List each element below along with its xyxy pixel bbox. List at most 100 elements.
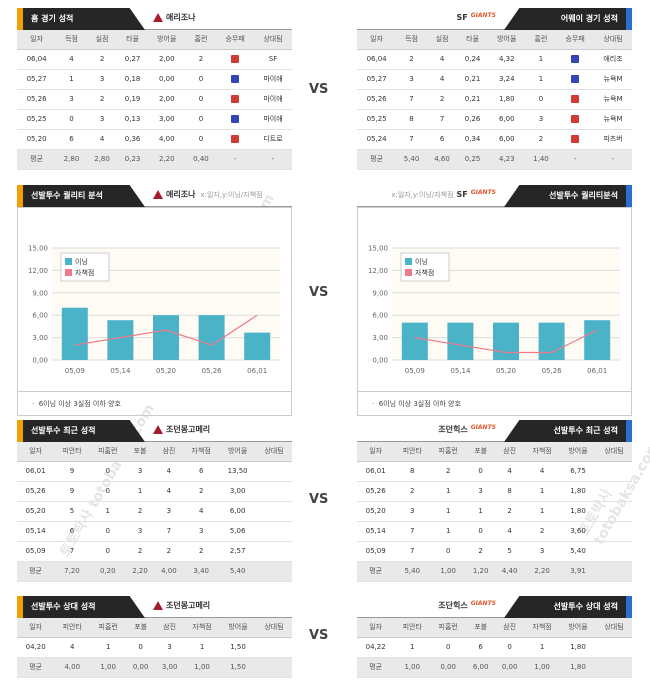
y-tick-label: 12,00	[28, 267, 48, 275]
column-header: 자책점	[524, 618, 561, 638]
column-header: 홈런	[525, 30, 557, 50]
table-row: 05,27 3 4 0,21 3,24 1 뉴욕M	[357, 69, 632, 90]
table-cell: 3	[396, 69, 427, 90]
table-cell: 1	[430, 521, 467, 542]
table-cell	[556, 129, 595, 150]
table-cell: 4	[183, 501, 220, 522]
loss-badge-icon	[231, 115, 240, 123]
average-cell: 5,40	[219, 561, 257, 582]
table-cell: 3,24	[487, 69, 526, 90]
y-tick-label: 0,00	[372, 357, 388, 365]
table-cell: 6	[426, 129, 458, 150]
table-cell: 0,21	[457, 89, 488, 110]
table-cell: 2	[185, 49, 217, 70]
table-cell: 5	[495, 541, 525, 562]
legend-label-innings: 이닝	[415, 257, 428, 266]
table-cell: 뉴욕M	[594, 69, 632, 90]
table-row: 05,20 6 4 0,36 4,00 0 디트로	[17, 129, 292, 150]
section-label: 선발투수 최근 성적	[504, 420, 632, 442]
column-header: 상대팀	[595, 442, 632, 462]
vs-label: VS	[309, 628, 329, 643]
average-row: 평균 5,40 4,60 0,25 4,23 1,40- -	[357, 149, 632, 170]
average-cell: 2,20	[125, 561, 155, 582]
table-cell: 4	[86, 129, 118, 150]
table-cell	[556, 49, 595, 70]
table-cell: 마이애	[254, 89, 292, 110]
average-cell: -	[216, 149, 255, 170]
column-header: 피홈런	[430, 618, 467, 638]
table-cell	[595, 521, 632, 542]
section-label: 홈 경기 성적	[17, 8, 145, 30]
column-header: 상대팀	[595, 618, 632, 638]
table-cell: 4	[56, 49, 87, 70]
table-cell: 뉴욕M	[594, 89, 632, 110]
table-cell	[556, 89, 595, 110]
x-tick-label: 05,26	[542, 367, 563, 375]
table-cell: 4	[524, 461, 561, 482]
table-cell: 0	[466, 461, 496, 482]
table-cell: 2	[125, 501, 155, 522]
average-cell: 평균	[17, 561, 55, 582]
x-tick-label: 06,01	[247, 367, 267, 375]
y-tick-label: 15,00	[28, 245, 48, 253]
average-cell: 2,20	[524, 561, 561, 582]
table-row: 05,27 1 3 0,18 0,00 0 마이애	[17, 69, 292, 90]
table-cell: 6	[183, 461, 220, 482]
section-label: 선발투수 퀄리티 분석	[17, 185, 145, 207]
table-cell: 3	[154, 501, 184, 522]
legend-label-innings: 이닝	[75, 257, 88, 266]
win-badge-icon	[571, 115, 580, 123]
table-cell: 뉴욕M	[594, 109, 632, 130]
win-badge-icon	[571, 135, 580, 143]
table-cell: 1,80	[560, 501, 596, 522]
table-cell: 피츠버	[594, 129, 632, 150]
table-cell	[216, 129, 255, 150]
average-row: 평균 5,40 1,00 1,20 4,40 2,20 3,91	[357, 561, 632, 582]
average-cell: 4,00	[154, 561, 184, 582]
column-header: 일자	[17, 618, 55, 638]
table-row: 04,22 1 0 6 0 1 1,80	[357, 637, 632, 658]
table-cell: 2	[426, 89, 458, 110]
team-logo-icon: GIANTS	[470, 600, 496, 607]
table-cell: 6	[54, 521, 90, 542]
chart-note: · 6이닝 이상 3실점 이하 양호	[17, 392, 292, 416]
table-cell: 0,00	[147, 69, 186, 90]
table-cell: 애리조	[594, 49, 632, 70]
legend-label-earned-runs: 자책점	[415, 268, 434, 277]
column-header: 포볼	[466, 442, 496, 462]
table-cell: 3	[56, 89, 87, 110]
section-label: 선발투수 상대 성적	[17, 596, 145, 618]
table-row: 05,25 8 7 0,26 6,00 3 뉴욕M	[357, 109, 632, 130]
column-header: 자책점	[184, 618, 221, 638]
table-cell: 1	[89, 501, 126, 522]
table-cell: 05,26	[17, 89, 57, 110]
table-cell: 7	[396, 89, 427, 110]
table-cell: 5	[54, 501, 90, 522]
x-tick-label: 05,20	[156, 367, 176, 375]
chart-note: · 6이닝 이상 3실점 이하 양호	[357, 392, 632, 416]
table-cell: 3	[524, 541, 561, 562]
table-cell: 1	[90, 637, 127, 658]
table-cell: 4	[154, 481, 184, 502]
table-cell: 0	[89, 461, 126, 482]
table-cell: 0	[466, 521, 496, 542]
table-cell: 7	[394, 521, 431, 542]
table-cell: 0	[185, 69, 217, 90]
average-cell: 0,23	[117, 149, 148, 170]
table-cell: 4	[495, 521, 525, 542]
line-earned-runs	[74, 314, 258, 346]
bar-innings	[107, 320, 134, 360]
table-cell: 6	[466, 637, 496, 658]
column-header: 득점	[56, 30, 87, 50]
table-cell: 3	[466, 481, 496, 502]
column-header: 상대팀	[594, 30, 632, 50]
away-record-panel: 어웨이 경기 성적 SF GIANTS 일자 득점 실점 타율 방어율 홈런 승무패 상대팀 06…	[357, 8, 632, 170]
bar-innings	[153, 315, 179, 360]
table-cell: 7	[394, 541, 431, 562]
table-cell: 06,01	[357, 461, 395, 482]
table-cell: 8	[394, 461, 431, 482]
table-cell: 4,00	[147, 129, 186, 150]
table-cell: 2	[525, 129, 557, 150]
table-cell: 05,27	[17, 69, 57, 90]
